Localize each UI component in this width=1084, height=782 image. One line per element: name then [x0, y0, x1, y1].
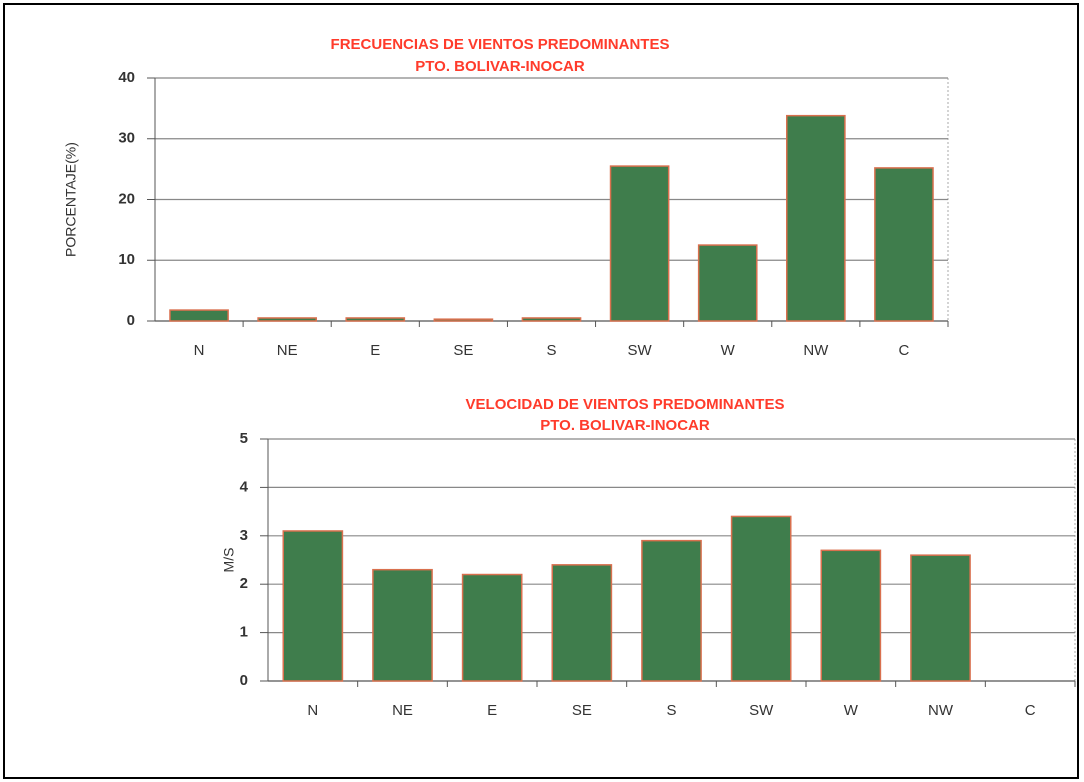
x-tick-label: NE: [277, 342, 298, 359]
bar: [521, 317, 582, 322]
x-tick-label: N: [307, 702, 318, 719]
x-tick-label: E: [370, 342, 380, 359]
y-tick-label: 1: [240, 624, 248, 641]
bar: [820, 549, 882, 682]
y-tick-label: 3: [240, 527, 248, 544]
bar: [461, 573, 523, 682]
y-tick-label: 20: [118, 190, 135, 207]
bar: [697, 244, 758, 322]
x-tick-label: SE: [572, 702, 592, 719]
x-tick-label: C: [1025, 702, 1036, 719]
bar: [874, 167, 934, 322]
y-tick-label: 0: [127, 312, 135, 329]
x-tick-label: W: [721, 342, 736, 359]
x-tick-label: S: [546, 342, 556, 359]
chart-subtitle: PTO. BOLIVAR-INOCAR: [540, 417, 710, 434]
x-tick-label: SW: [749, 702, 774, 719]
y-tick-label: 10: [118, 251, 135, 268]
x-tick-label: W: [844, 702, 859, 719]
y-axis-label: PORCENTAJE(%): [63, 142, 79, 257]
y-tick-label: 2: [240, 575, 248, 592]
x-tick-label: S: [666, 702, 676, 719]
chart-title: FRECUENCIAS DE VIENTOS PREDOMINANTES: [331, 36, 670, 53]
bar: [433, 318, 494, 322]
bar: [372, 568, 433, 682]
chart-subtitle: PTO. BOLIVAR-INOCAR: [415, 58, 585, 75]
bar: [786, 114, 846, 322]
chart-title: VELOCIDAD DE VIENTOS PREDOMINANTES: [466, 396, 785, 413]
x-tick-label: N: [194, 342, 205, 359]
x-tick-label: SW: [628, 342, 653, 359]
y-axis-label: M/S: [221, 548, 237, 573]
bar: [609, 165, 670, 322]
bar: [641, 539, 702, 682]
bar: [257, 317, 317, 322]
bar: [551, 564, 613, 682]
frame: [3, 3, 1079, 779]
y-tick-label: 4: [240, 478, 249, 495]
bar: [730, 515, 792, 682]
bar: [169, 309, 229, 322]
y-tick-label: 0: [240, 672, 248, 689]
x-tick-label: NW: [803, 342, 829, 359]
x-tick-label: E: [487, 702, 497, 719]
y-tick-label: 30: [118, 130, 135, 147]
y-tick-label: 5: [240, 430, 248, 447]
bar: [345, 317, 406, 322]
x-tick-label: NW: [928, 702, 954, 719]
x-tick-label: NE: [392, 702, 413, 719]
y-tick-label: 40: [118, 69, 135, 86]
bar: [910, 554, 971, 682]
bar: [282, 530, 344, 682]
x-tick-label: C: [899, 342, 910, 359]
x-tick-label: SE: [453, 342, 473, 359]
